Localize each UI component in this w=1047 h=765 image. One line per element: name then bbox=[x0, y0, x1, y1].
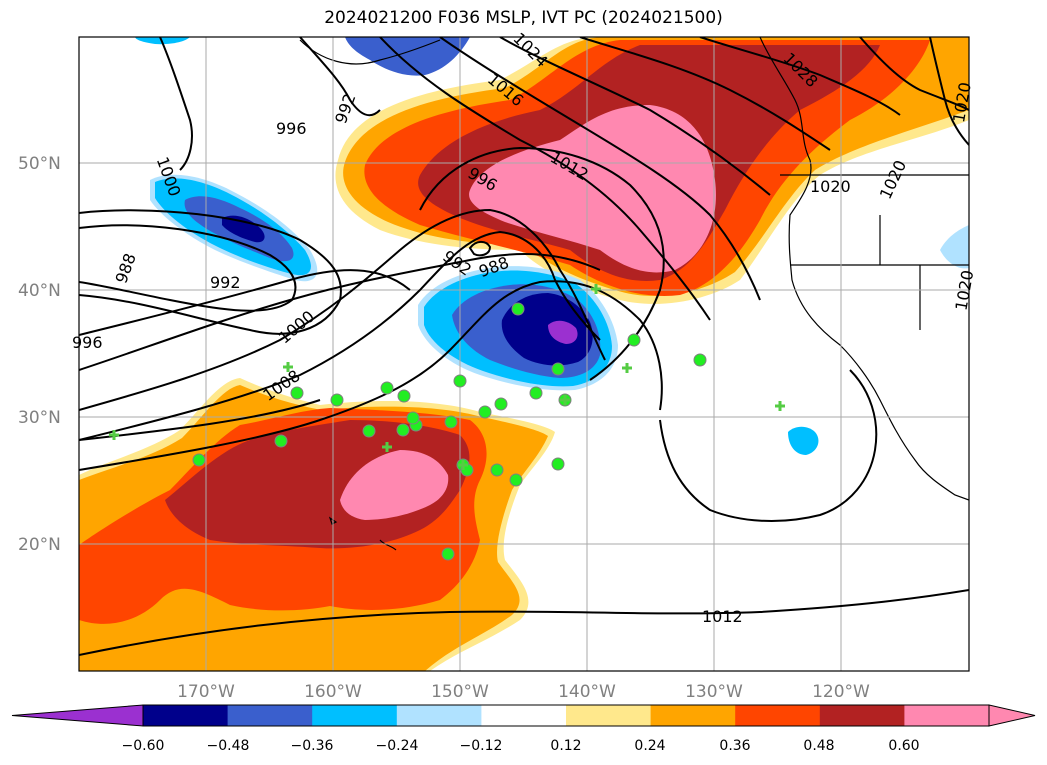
cross-marker bbox=[109, 430, 119, 440]
lat-label-50n: 50°N bbox=[18, 154, 61, 174]
lon-label-170w: 170°W bbox=[177, 682, 235, 702]
ivt-positive-south-pink bbox=[340, 450, 449, 520]
colorbar-segment bbox=[481, 705, 567, 726]
ivt-negative-east-light bbox=[940, 225, 969, 269]
cross-markers bbox=[109, 284, 785, 470]
lat-label-40n: 40°N bbox=[18, 281, 61, 301]
observation-dot bbox=[362, 424, 376, 438]
lon-label-120w: 120°W bbox=[812, 682, 870, 702]
ivt-positive-north-pink bbox=[469, 105, 716, 273]
isobar-label: 992 bbox=[210, 273, 241, 292]
cross-marker bbox=[560, 395, 570, 405]
ivt-negative-north-blue bbox=[345, 37, 470, 76]
lon-label-160w: 160°W bbox=[304, 682, 362, 702]
observation-dot bbox=[444, 415, 458, 429]
ivt-negative-center-purple bbox=[548, 320, 578, 344]
colorbar-tick: 0.36 bbox=[719, 738, 750, 754]
ivt-negative-center-navy bbox=[501, 293, 593, 366]
cross-marker bbox=[591, 284, 601, 294]
ivt-negative-east-cyan bbox=[788, 426, 819, 455]
observation-dot bbox=[453, 374, 467, 388]
colorbar-segment bbox=[227, 705, 313, 726]
cross-marker bbox=[622, 363, 632, 373]
lat-label-30n: 30°N bbox=[18, 408, 61, 428]
observation-dot bbox=[192, 453, 206, 467]
observation-dot bbox=[551, 457, 565, 471]
colorbar-ticks: −0.60 −0.48 −0.36 −0.24 −0.12 0.12 0.24 … bbox=[122, 738, 920, 754]
colorbar-tick: −0.60 bbox=[122, 738, 165, 754]
coastlines bbox=[299, 37, 969, 551]
colorbar-frame bbox=[142, 704, 990, 727]
colorbar-extend-min bbox=[11, 704, 144, 727]
colorbar bbox=[11, 704, 1036, 727]
plot-frame bbox=[78, 36, 970, 672]
observation-dot bbox=[380, 381, 394, 395]
lon-label-130w: 130°W bbox=[685, 682, 743, 702]
longitude-labels: 170°W 160°W 150°W 140°W 130°W 120°W bbox=[177, 682, 870, 702]
colorbar-tick: −0.36 bbox=[291, 738, 334, 754]
ivt-field bbox=[79, 37, 969, 671]
observation-dot bbox=[330, 393, 344, 407]
observation-dot bbox=[509, 473, 523, 487]
lon-label-150w: 150°W bbox=[431, 682, 489, 702]
graticule bbox=[79, 37, 969, 671]
cross-marker bbox=[458, 460, 468, 470]
observation-dot bbox=[274, 434, 288, 448]
colorbar-tick: 0.12 bbox=[550, 738, 581, 754]
cross-marker bbox=[775, 401, 785, 411]
colorbar-tick: 0.24 bbox=[634, 738, 665, 754]
observation-dot bbox=[693, 353, 707, 367]
lat-label-20n: 20°N bbox=[18, 535, 61, 555]
cross-marker bbox=[283, 362, 293, 372]
lon-label-140w: 140°W bbox=[558, 682, 616, 702]
colorbar-segment bbox=[312, 705, 398, 726]
observation-dot bbox=[494, 397, 508, 411]
observation-dot bbox=[396, 423, 410, 437]
observation-dot bbox=[397, 389, 411, 403]
isobar-label: 1012 bbox=[702, 607, 743, 626]
observation-dot bbox=[627, 333, 641, 347]
ivt-negative-west-navy bbox=[222, 215, 265, 243]
colorbar-tick: 0.60 bbox=[888, 738, 919, 754]
colorbar-extend-max bbox=[988, 704, 1036, 727]
observation-dot bbox=[511, 302, 525, 316]
isobar-label: 996 bbox=[276, 119, 307, 138]
isobars bbox=[79, 37, 969, 656]
colorbar-segment bbox=[819, 705, 905, 726]
colorbar-segment bbox=[904, 705, 990, 726]
observation-dot bbox=[529, 386, 543, 400]
colorbar-segment bbox=[396, 705, 482, 726]
colorbar-segment bbox=[566, 705, 652, 726]
isobar-label: 1020 bbox=[810, 177, 851, 196]
latitude-labels: 50°N 40°N 30°N 20°N bbox=[18, 154, 61, 555]
cross-marker bbox=[382, 442, 392, 452]
colorbar-tick: −0.48 bbox=[207, 738, 250, 754]
observation-dot bbox=[290, 386, 304, 400]
observation-dot bbox=[441, 547, 455, 561]
colorbar-tick: −0.24 bbox=[376, 738, 419, 754]
colorbar-segment bbox=[143, 705, 229, 726]
observation-dot bbox=[406, 411, 420, 425]
observation-dot bbox=[490, 463, 504, 477]
colorbar-segment bbox=[650, 705, 736, 726]
colorbar-segment bbox=[735, 705, 821, 726]
observation-dot bbox=[551, 362, 565, 376]
observation-dot bbox=[478, 405, 492, 419]
colorbar-tick: 0.48 bbox=[803, 738, 834, 754]
map-title: 2024021200 F036 MSLP, IVT PC (2024021500… bbox=[324, 8, 723, 28]
colorbar-tick: −0.12 bbox=[460, 738, 503, 754]
isobar-label: 996 bbox=[72, 333, 103, 352]
